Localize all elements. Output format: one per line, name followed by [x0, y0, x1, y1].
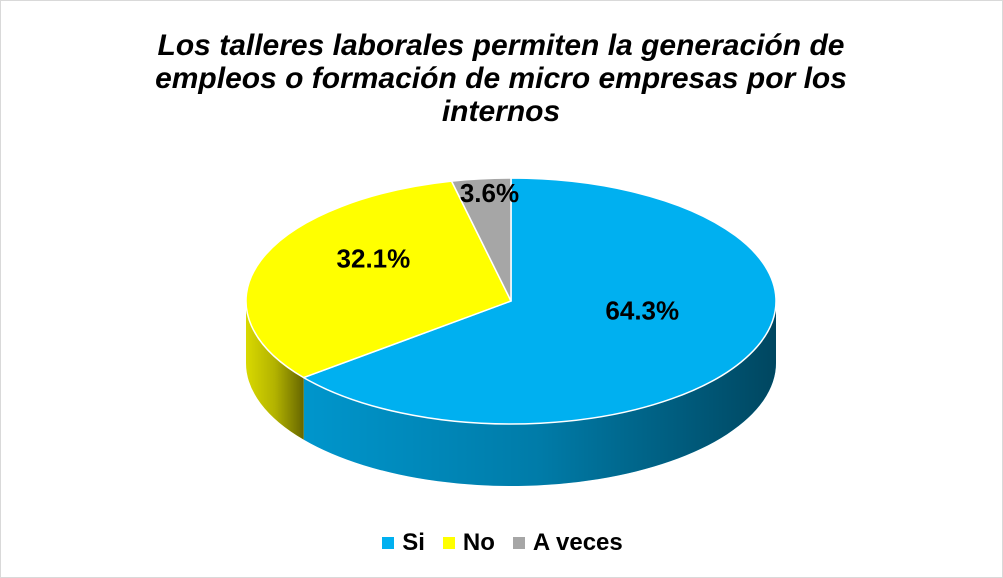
data-label: 64.3%	[605, 295, 679, 325]
legend-item: Si	[382, 529, 425, 557]
legend-item: No	[442, 529, 495, 557]
data-label: 3.6%	[460, 178, 519, 208]
legend-swatch	[382, 537, 395, 549]
slice-side-shade	[246, 301, 304, 440]
legend-swatch	[512, 537, 525, 549]
legend-item: A veces	[512, 529, 623, 557]
legend-swatch	[442, 537, 455, 549]
slice-side-shade	[303, 301, 777, 487]
legend-label: No	[462, 529, 495, 556]
slice	[450, 177, 512, 302]
slice	[245, 180, 512, 379]
pie-plot: 64.3% 32.1% 3.6%	[245, 177, 777, 487]
legend-label: Si	[402, 529, 425, 556]
legend-label: A veces	[532, 529, 623, 556]
slice	[302, 177, 777, 425]
chart-title: Los talleres laborales permiten la gener…	[155, 29, 847, 128]
legend: Si No A veces	[1, 529, 1003, 557]
data-label: 32.1%	[337, 244, 411, 274]
